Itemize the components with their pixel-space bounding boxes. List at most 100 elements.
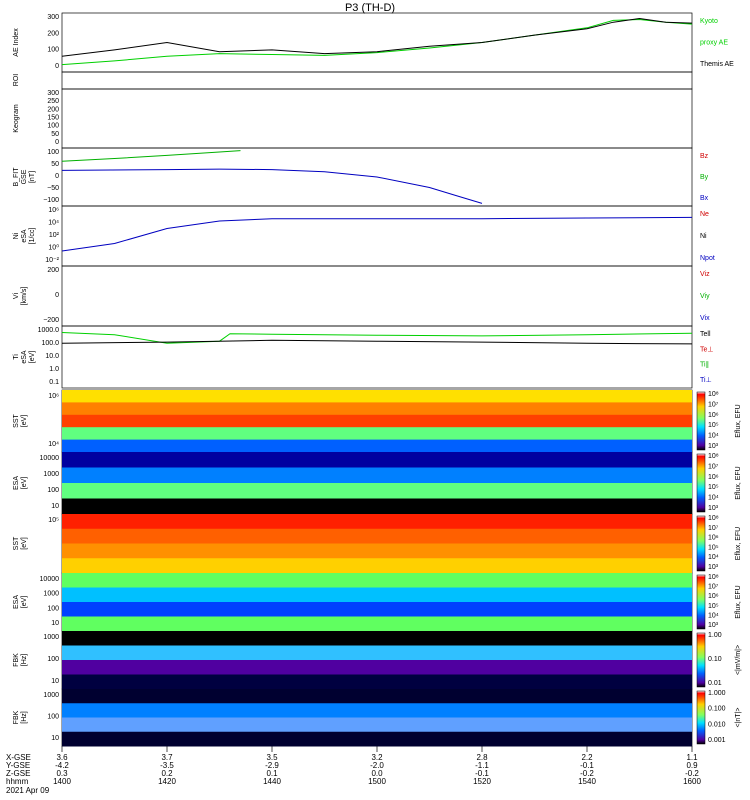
series-line [61, 150, 241, 162]
y-tick: 100 [47, 714, 59, 721]
y-axis-label: FBK [13, 653, 20, 667]
colorbar-tick: 10⁴ [708, 495, 719, 502]
colorbar-tick: 10³ [708, 505, 719, 512]
x-tick-label: -3.5 [160, 761, 174, 770]
y-tick: 0.1 [49, 379, 59, 386]
y-axis-label: Vi [13, 293, 20, 300]
x-tick-label: -2.0 [370, 761, 384, 770]
colorbar-label: <|nT|> [735, 708, 742, 728]
legend-item: By [700, 174, 709, 181]
y-tick: 50 [51, 161, 59, 168]
y-axis-label: SST [13, 413, 20, 427]
y-tick: 200 [47, 30, 59, 37]
panel-content [61, 17, 706, 747]
y-tick: 10 [51, 678, 59, 685]
colorbar [696, 690, 706, 745]
y-axis-label: B_FIT [13, 167, 20, 187]
y-tick: 1000 [43, 634, 59, 641]
spectrogram-1 [62, 390, 706, 453]
series-line [61, 216, 693, 252]
x-tick-label: 3.2 [371, 753, 383, 762]
spectrogram-band [62, 390, 692, 403]
series-line [61, 339, 693, 345]
series-line [61, 332, 693, 344]
colorbar-tick: 1.00 [708, 632, 722, 639]
y-tick: 0 [55, 139, 59, 146]
colorbar-tick: 10⁸ [708, 391, 719, 398]
colorbar-tick: 10⁶ [708, 412, 719, 419]
y-axis-label: GSE [21, 169, 28, 184]
plot-title: P3 (TH-D) [345, 2, 395, 14]
colorbar-tick: 10⁴ [708, 612, 719, 619]
y-tick: 10⁴ [48, 441, 59, 448]
y-tick: 1000 [43, 692, 59, 699]
x-tick-label: 1600 [683, 777, 701, 786]
x-tick-label: -0.2 [580, 769, 594, 778]
y-tick: 250 [47, 98, 59, 105]
spectrogram-band [62, 558, 692, 574]
y-tick: 10⁰ [48, 244, 59, 252]
x-tick-label: 0.2 [161, 769, 173, 778]
y-tick: 50 [51, 131, 59, 138]
spectrogram-band [62, 514, 692, 530]
colorbar-tick: 1.000 [708, 690, 726, 697]
colorbar-tick: 10⁵ [708, 422, 719, 429]
spectrogram-band [62, 414, 692, 428]
colorbar-tick: 0.10 [708, 656, 722, 663]
spectrogram-band [62, 703, 692, 718]
y-tick: 300 [47, 14, 59, 21]
y-tick: 10.0 [45, 353, 59, 360]
colorbar-tick: 10⁸ [708, 515, 719, 522]
colorbar-label: Eflux, EFU [735, 466, 742, 499]
y-tick: 300 [47, 90, 59, 97]
y-tick: 10⁴ [48, 220, 59, 227]
colorbar-tick: 10⁵ [708, 544, 719, 551]
y-tick: 0 [55, 292, 59, 299]
y-tick: 1000 [43, 591, 59, 598]
y-tick: −100 [43, 197, 59, 204]
y-axis-label: [eV] [21, 537, 28, 550]
legend-item: Ne [700, 211, 709, 218]
x-tick-label: 2.2 [581, 753, 593, 762]
time-row-label-y: Y-GSE [6, 761, 30, 770]
y-tick: 150 [47, 115, 59, 122]
colorbar [696, 453, 706, 513]
colorbar-label: Eflux, EFU [735, 585, 742, 618]
y-tick: 10⁵ [48, 517, 59, 524]
y-axis-label: AE Index [13, 28, 20, 57]
x-tick-label: -0.2 [685, 769, 699, 778]
y-tick: 10⁻² [45, 257, 59, 264]
y-tick: 100 [47, 656, 59, 663]
y-axis-label: [Hz] [21, 654, 28, 667]
x-tick-label: 1520 [473, 777, 491, 786]
spectrogram-band [62, 528, 692, 544]
x-tick-label: 3.7 [161, 753, 173, 762]
legend-item: Bx [700, 195, 709, 202]
y-tick: 100 [47, 47, 59, 54]
series-line [61, 17, 693, 57]
panel-frame [61, 265, 693, 327]
y-tick: 200 [47, 267, 59, 274]
spectrogram-band [62, 731, 692, 747]
spectrogram-3 [62, 514, 706, 574]
legend-item: Tell [700, 331, 711, 338]
panel-frame [61, 88, 693, 149]
y-tick: 10⁶ [48, 207, 59, 214]
spectrogram-band [62, 645, 692, 661]
date-label: 2021 Apr 09 [6, 786, 50, 795]
spectrogram-band [62, 631, 692, 646]
colorbar-tick: 10⁸ [708, 453, 719, 460]
colorbar-tick: 10⁵ [708, 603, 719, 610]
y-tick: 1000 [43, 471, 59, 478]
colorbar-label: Eflux, EFU [735, 404, 742, 437]
spectrogram-band [62, 402, 692, 416]
legend-item: Kyoto [700, 18, 718, 25]
y-axis-label: FBK [13, 710, 20, 724]
y-tick: −200 [43, 317, 59, 324]
colorbar [696, 515, 706, 572]
x-tick-label: -0.1 [475, 769, 489, 778]
spectrogram-band [62, 439, 692, 453]
legend-item: Viy [700, 293, 710, 300]
y-axis-label: [eV] [21, 477, 28, 490]
